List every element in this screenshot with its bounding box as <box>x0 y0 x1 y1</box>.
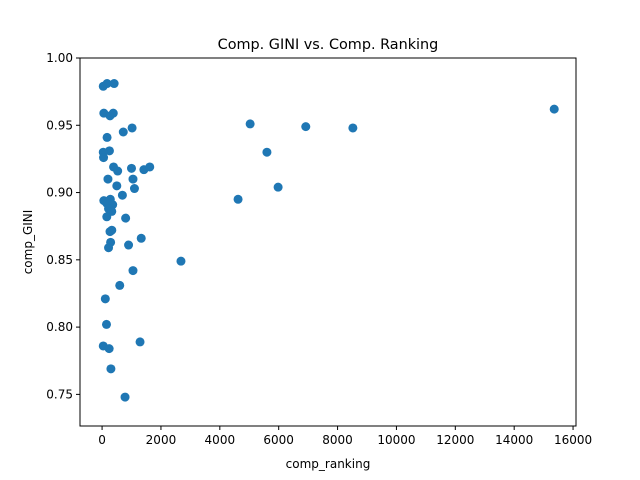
x-tick-label: 16000 <box>554 433 592 447</box>
chart-title: Comp. GINI vs. Comp. Ranking <box>218 37 439 53</box>
data-point <box>549 104 559 114</box>
x-tick-label: 8000 <box>322 433 353 447</box>
data-point <box>136 233 146 243</box>
y-tick-label: 0.90 <box>46 186 73 200</box>
data-point <box>101 319 111 329</box>
y-tick-label: 0.85 <box>46 253 73 267</box>
data-point <box>118 127 128 137</box>
x-tick-label: 0 <box>98 433 106 447</box>
data-point <box>301 122 311 132</box>
data-point <box>109 79 119 89</box>
data-point <box>106 364 116 374</box>
y-tick-label: 0.75 <box>46 387 73 401</box>
data-point <box>107 225 117 235</box>
data-point <box>128 174 138 184</box>
data-point <box>115 280 125 290</box>
x-tick-label: 2000 <box>146 433 177 447</box>
data-point <box>120 392 130 402</box>
data-point <box>128 266 138 276</box>
data-point <box>99 153 109 163</box>
data-point <box>348 123 358 133</box>
x-tick-label: 4000 <box>205 433 236 447</box>
y-axis-ticks: 0.75 0.80 0.85 0.90 0.95 1.00 <box>46 51 80 401</box>
data-point <box>102 132 112 142</box>
points-layer <box>98 79 559 402</box>
x-tick-label: 12000 <box>436 433 474 447</box>
data-point <box>233 194 243 204</box>
y-tick-label: 1.00 <box>46 51 73 65</box>
data-point <box>262 147 272 157</box>
data-point <box>100 294 110 304</box>
data-point <box>127 163 137 173</box>
plot-frame <box>79 57 577 427</box>
data-point <box>108 108 118 118</box>
data-point <box>112 181 122 191</box>
data-point <box>104 344 114 354</box>
data-point <box>121 213 131 223</box>
data-point <box>103 174 113 184</box>
data-point <box>102 212 112 222</box>
y-tick-label: 0.80 <box>46 320 73 334</box>
x-axis-ticks: 0 2000 4000 6000 8000 10000 12000 14000 16000 <box>98 426 592 447</box>
data-point <box>104 243 114 253</box>
data-point <box>102 79 112 89</box>
data-point <box>124 240 134 250</box>
data-point <box>129 184 139 194</box>
data-point <box>273 182 283 192</box>
data-point <box>135 337 145 347</box>
y-axis-label: comp_GINI <box>21 210 35 275</box>
y-tick-label: 0.95 <box>46 118 73 132</box>
x-tick-label: 14000 <box>495 433 533 447</box>
data-point <box>245 119 255 129</box>
x-tick-label: 10000 <box>377 433 415 447</box>
x-axis-label: comp_ranking <box>286 457 371 471</box>
data-point <box>145 162 155 172</box>
data-point <box>113 166 123 176</box>
data-point <box>127 123 137 133</box>
data-point <box>176 256 186 266</box>
x-tick-label: 6000 <box>263 433 294 447</box>
data-point <box>117 190 127 200</box>
